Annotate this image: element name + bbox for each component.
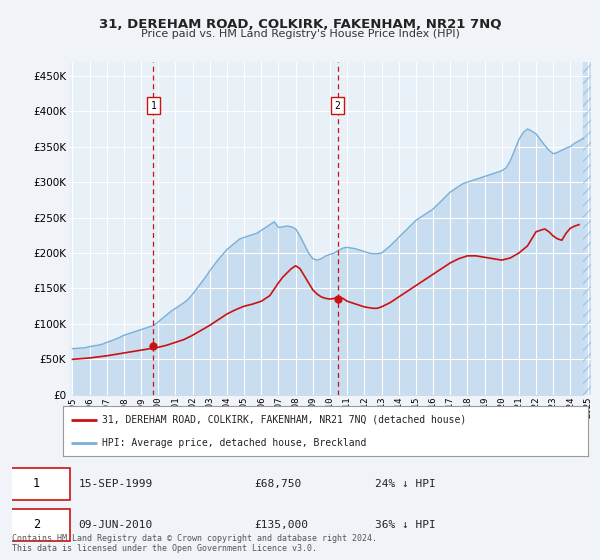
Text: 2: 2 <box>335 101 340 110</box>
Text: £135,000: £135,000 <box>254 520 308 530</box>
Bar <box>583 62 591 395</box>
Text: 09-JUN-2010: 09-JUN-2010 <box>78 520 152 530</box>
Text: Price paid vs. HM Land Registry's House Price Index (HPI): Price paid vs. HM Land Registry's House … <box>140 29 460 39</box>
Text: 31, DEREHAM ROAD, COLKIRK, FAKENHAM, NR21 7NQ: 31, DEREHAM ROAD, COLKIRK, FAKENHAM, NR2… <box>99 18 501 31</box>
Text: 1: 1 <box>151 101 156 110</box>
Text: 36% ↓ HPI: 36% ↓ HPI <box>375 520 436 530</box>
Text: 2: 2 <box>33 518 40 531</box>
FancyBboxPatch shape <box>4 468 70 500</box>
Text: 31, DEREHAM ROAD, COLKIRK, FAKENHAM, NR21 7NQ (detached house): 31, DEREHAM ROAD, COLKIRK, FAKENHAM, NR2… <box>103 414 467 424</box>
Text: HPI: Average price, detached house, Breckland: HPI: Average price, detached house, Brec… <box>103 438 367 448</box>
Text: Contains HM Land Registry data © Crown copyright and database right 2024.
This d: Contains HM Land Registry data © Crown c… <box>12 534 377 553</box>
Bar <box>583 62 591 395</box>
FancyBboxPatch shape <box>4 508 70 541</box>
Text: 15-SEP-1999: 15-SEP-1999 <box>78 479 152 489</box>
Text: £68,750: £68,750 <box>254 479 301 489</box>
Text: 24% ↓ HPI: 24% ↓ HPI <box>375 479 436 489</box>
Text: 1: 1 <box>33 477 40 491</box>
